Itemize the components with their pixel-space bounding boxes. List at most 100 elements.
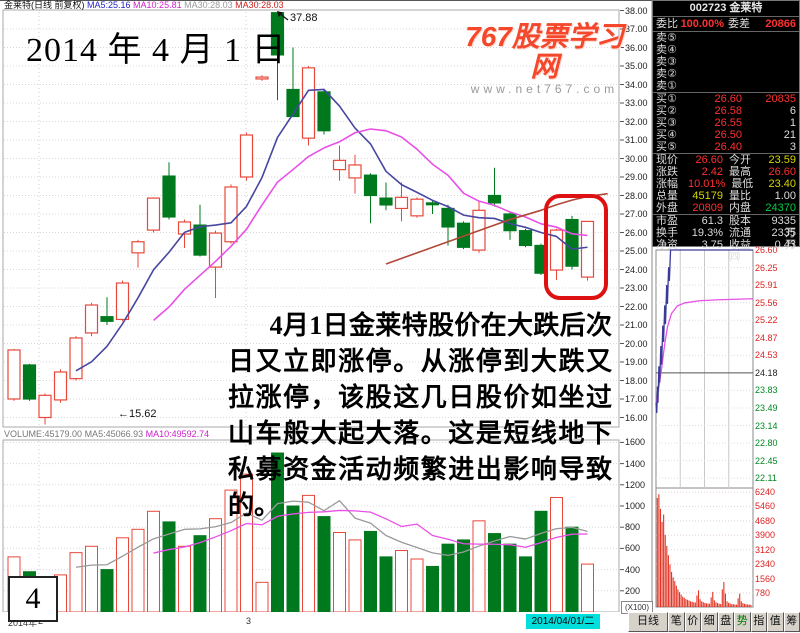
volume-ma-label: VOLUME:45179.00 xyxy=(4,429,85,439)
price-tick-label: 28.00 xyxy=(625,190,648,201)
intraday-volume-label: 3900 xyxy=(755,530,776,541)
intraday-price-label: 22.11 xyxy=(755,473,777,484)
tab-盘[interactable]: 盘 xyxy=(717,612,734,632)
stat-row: 净资 3.75 收益㈣ 0.43 xyxy=(656,239,796,263)
view-tab-bar: 日线笔价细盘势指值筹 xyxy=(628,612,800,632)
price-tick-label: 19.00 xyxy=(625,357,648,367)
intraday-volume-label: 780 xyxy=(755,588,771,598)
tab-价[interactable]: 价 xyxy=(684,612,701,632)
site-logo: 767股票学习网 www.net767.com xyxy=(452,21,637,97)
peak-price-label: 37.88 xyxy=(290,12,318,24)
intraday-volume-label: 1560 xyxy=(755,573,776,584)
intraday-volume-label: 6240 xyxy=(755,487,776,497)
bid-row: 买⑤ 26.40 3 xyxy=(656,141,796,153)
intraday-price-label: 25.22 xyxy=(755,315,778,326)
current-date-box: 2014/04/01/二 xyxy=(526,614,600,629)
x-axis-label: 3 xyxy=(246,616,252,626)
logo-title: 767股票学习网 xyxy=(465,21,624,82)
tab-势[interactable]: 势 xyxy=(734,612,751,632)
tab-筹[interactable]: 筹 xyxy=(783,612,800,632)
weibi-value: 100.00% xyxy=(680,18,724,30)
bid-row: 买④ 26.50 21 xyxy=(656,129,796,141)
bid-rows: 买① 26.60 20835 买② 26.58 6 买③ 26.55 1 买④ 26.50 21 买⑤ 2… xyxy=(653,92,799,153)
price-tick-label: 23.00 xyxy=(625,283,648,293)
weibi-label: 委比 xyxy=(656,18,678,30)
price-tick-label: 32.00 xyxy=(625,116,648,127)
intraday-price-label: 26.60 xyxy=(755,245,778,255)
tab-日线[interactable]: 日线 xyxy=(628,612,668,632)
ma-label: MA10:25.81 xyxy=(130,0,182,10)
intraday-volume-label: 3120 xyxy=(755,544,776,555)
weicha-value: 20866 xyxy=(765,18,796,30)
highlight-annotation-box xyxy=(544,194,608,300)
price-tick-label: 30.00 xyxy=(625,153,648,164)
volume-tick-label: 200 xyxy=(625,585,641,596)
price-tick-label: 17.00 xyxy=(625,394,648,404)
price-tick-label: 33.00 xyxy=(625,98,648,108)
kline-header: 金莱特(日线 前复权) MA5:25.16 MA10:25.81 MA30:28… xyxy=(4,0,284,10)
volume-ma-label: MA5:45066.93 xyxy=(84,429,146,439)
intraday-volume-label: 4680 xyxy=(755,515,776,526)
ma-label: MA30:28.03 xyxy=(181,0,233,10)
ma-label: MA30:28.03 xyxy=(232,0,284,10)
intraday-price-label: 23.49 xyxy=(755,402,778,413)
price-tick-label: 18.00 xyxy=(625,375,648,386)
intraday-volume-label: 2340 xyxy=(755,559,776,570)
price-tick-label: 20.00 xyxy=(625,338,648,349)
stat-row: 市盈 61.3 股本 9335万 xyxy=(653,214,799,239)
volume-tick-label: 600 xyxy=(625,543,641,554)
stock-name-label: 金莱特(日线 前复权) xyxy=(4,0,85,10)
price-tick-label: 34.00 xyxy=(625,79,648,90)
price-tick-label: 37.00 xyxy=(625,24,648,34)
tab-细[interactable]: 细 xyxy=(701,612,718,632)
volume-tick-label: 400 xyxy=(625,564,641,575)
intraday-price-label: 23.14 xyxy=(755,420,778,431)
tab-指[interactable]: 指 xyxy=(750,612,767,632)
price-tick-label: 29.00 xyxy=(625,172,648,182)
stat-row: 涨幅 10.01% 最低 23.40 xyxy=(656,178,796,190)
intraday-price-label: 26.25 xyxy=(755,262,778,273)
weibi-row: 委比 100.00% 委差 20866 xyxy=(653,17,799,32)
intraday-price-label: 24.18 xyxy=(755,367,778,378)
tab-值[interactable]: 值 xyxy=(767,612,784,632)
ask-row: 卖④ xyxy=(656,44,677,56)
stock-title: 002723 金莱特 xyxy=(653,1,799,17)
intraday-price-label: 25.91 xyxy=(755,280,778,291)
ma-labels: MA5:25.16 MA10:25.81 MA30:28.03 MA30:28.… xyxy=(87,0,284,10)
intraday-price-label: 22.80 xyxy=(755,438,778,449)
stat-row: 现价 26.60 今开 23.59 xyxy=(656,154,796,166)
volume-ma-label: MA10:49592.74 xyxy=(145,429,210,439)
price-tick-label: 35.00 xyxy=(625,61,648,71)
price-tick-label: 27.00 xyxy=(625,209,648,219)
weicha-label: 委差 xyxy=(728,18,750,30)
ask-row: 卖② xyxy=(656,68,677,80)
logo-url: www.net767.com xyxy=(470,82,619,96)
intraday-price-label: 22.45 xyxy=(755,455,778,466)
ma-label: MA5:25.16 xyxy=(87,0,131,10)
intraday-volume-label: 5460 xyxy=(755,501,776,512)
price-tick-label: 31.00 xyxy=(625,135,648,145)
price-tick-label: 16.00 xyxy=(625,412,648,423)
x-axis-label: 2014年 xyxy=(8,618,38,628)
volume-tick-label: 1000 xyxy=(625,501,646,511)
volume-tick-label: 1400 xyxy=(625,458,646,469)
bottom-strip xyxy=(0,612,800,633)
stat-row: 外盘 20809 内盘 24370 xyxy=(656,202,796,214)
price-tick-label: 24.00 xyxy=(625,264,648,275)
bid-row: 买② 26.58 6 xyxy=(656,105,796,117)
intraday-price-label: 25.56 xyxy=(755,297,778,308)
price-tick-label: 25.00 xyxy=(625,246,648,256)
volume-tick-label: 1600 xyxy=(625,437,646,448)
price-tick-label: 26.00 xyxy=(625,227,648,238)
volume-tick-label: 800 xyxy=(625,522,641,533)
volume-tick-label: 1200 xyxy=(625,479,646,490)
stat-row: 换手 19.3% 流通 2335万 xyxy=(656,227,796,251)
ask-row: 卖① xyxy=(656,80,677,92)
tab-笔[interactable]: 笔 xyxy=(668,612,685,632)
low-price-label: ←15.62 xyxy=(118,408,157,420)
intraday-price-label: 24.87 xyxy=(755,332,778,343)
date-annotation: 2014 年 4 月 1 日 xyxy=(26,32,287,69)
volume-header: VOLUME:45179.00 MA5:45066.93 MA10:49592.… xyxy=(4,429,209,439)
